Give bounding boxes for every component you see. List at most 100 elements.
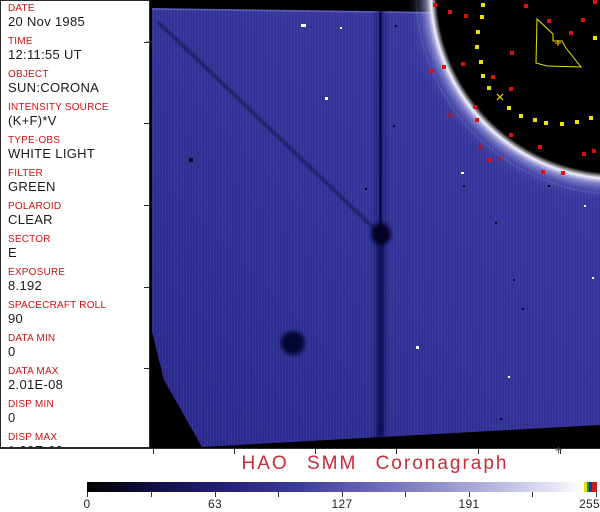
occulter-arm-blob	[371, 223, 391, 245]
left-axis-tick	[144, 368, 150, 369]
dark-speck	[463, 185, 465, 187]
red-fiducial-dot	[464, 14, 468, 18]
red-fiducial-dot	[475, 118, 479, 122]
white-speck	[416, 346, 419, 349]
red-fiducial-dot	[547, 19, 551, 23]
white-speck	[508, 376, 510, 378]
red-fiducial-dot	[509, 87, 513, 91]
dark-speck	[513, 279, 515, 281]
image-title: HAO SMM Coronagraph	[241, 453, 509, 474]
dark-speck	[500, 418, 502, 420]
dark-defect-blob	[281, 331, 305, 355]
field-value: 12:11:55 UT	[8, 47, 82, 62]
bottom-axis-tick	[560, 449, 561, 454]
coronagraph-image-canvas	[150, 0, 600, 448]
colorbar-label: 0	[83, 497, 91, 511]
field-time: TIME 12:11:55 UT	[8, 36, 147, 62]
field-value: 2.01E-08	[8, 377, 64, 392]
field-value: CLEAR	[8, 212, 53, 227]
white-speck	[592, 277, 594, 279]
bottom-axis-line	[0, 448, 600, 449]
red-fiducial-dot	[538, 145, 542, 149]
field-disp-max: DISP MAX 1.00E-08	[8, 432, 147, 447]
yellow-fiducial-dot	[481, 3, 485, 7]
pylon-shadow-diagonal	[157, 21, 382, 236]
red-fiducial-dot	[473, 105, 477, 109]
bottom-axis-tick	[396, 449, 397, 454]
field-value: 1.00E-08	[8, 443, 147, 447]
dark-speck	[393, 125, 395, 127]
field-value: 0	[8, 410, 16, 425]
red-fiducial-dot	[442, 65, 446, 69]
bottom-axis-tick	[315, 449, 316, 454]
dark-speck	[365, 188, 367, 190]
colorbar-tick	[87, 492, 88, 497]
red-fiducial-dot	[510, 51, 514, 55]
colorbar-end-stripe	[587, 482, 589, 492]
yellow-fiducial-dot	[475, 45, 479, 49]
field-label: SECTOR	[8, 234, 51, 245]
red-fiducial-dot	[593, 0, 597, 4]
field-type-obs: TYPE-OBS WHITE LIGHT	[8, 135, 147, 161]
colorbar-end-stripe	[589, 482, 592, 492]
red-fiducial-dot	[509, 133, 513, 137]
red-fiducial-dot	[582, 152, 586, 156]
intensity-colorbar	[87, 482, 597, 492]
colorbar-label: 127	[331, 497, 353, 511]
red-fiducial-dot	[561, 171, 565, 175]
field-label: DATE	[8, 3, 35, 14]
field-label: SPACECRAFT ROLL	[8, 300, 107, 311]
red-fiducial-dot	[592, 149, 596, 153]
yellow-fiducial-dot	[533, 118, 537, 122]
field-label: DISP MAX	[8, 432, 58, 443]
field-label: TIME	[8, 36, 33, 47]
yellow-fiducial-dot	[519, 114, 523, 118]
colorbar-tick	[215, 492, 216, 497]
yellow-fiducial-dot	[476, 30, 480, 34]
field-data-max: DATA MAX 2.01E-08	[8, 366, 147, 392]
dark-speck	[395, 25, 397, 27]
colorbar-tick	[405, 492, 406, 497]
field-value: 0	[8, 344, 16, 359]
colorbar-tick	[532, 492, 533, 497]
colorbar-end-stripe	[584, 482, 587, 492]
colorbar-tick	[342, 492, 343, 497]
field-sector: SECTOR E	[8, 234, 147, 260]
red-fiducial-dot	[433, 3, 437, 7]
field-data-min: DATA MIN 0	[8, 333, 147, 359]
region-outline-polygon	[535, 17, 583, 68]
field-label: FILTER	[8, 168, 43, 179]
yellow-fiducial-dot	[544, 121, 548, 125]
left-axis-tick	[144, 42, 150, 43]
left-axis-tick	[144, 287, 150, 288]
red-fiducial-dot	[541, 170, 545, 174]
red-cross-marker	[478, 144, 484, 150]
yellow-fiducial-dot	[575, 120, 579, 124]
field-value: WHITE LIGHT	[8, 146, 96, 161]
occulting-disk	[406, 0, 600, 204]
field-intensity-source: INTENSITY SOURCE (K+F)*V	[8, 102, 147, 128]
bottom-axis-tick	[478, 449, 479, 454]
red-cross-marker	[497, 156, 503, 162]
coronagraph-image	[152, 0, 600, 447]
fiducial-marker-layer	[189, 0, 597, 420]
yellow-fiducial-dot	[487, 86, 491, 90]
field-filter: FILTER GREEN	[8, 168, 147, 194]
white-speck	[461, 172, 464, 174]
yellow-x-marker	[496, 93, 504, 101]
field-spacecraft-roll: SPACECRAFT ROLL 90	[8, 300, 147, 326]
field-disp-min: DISP MIN 0	[8, 399, 147, 425]
field-value: (K+F)*V	[8, 113, 57, 128]
field-value: GREEN	[8, 179, 56, 194]
yellow-fiducial-dot	[479, 60, 483, 64]
yellow-fiducial-dot	[589, 116, 593, 120]
sun-center-crosshair: +	[145, 34, 154, 49]
colorbar-tick	[151, 492, 152, 497]
yellow-fiducial-dot	[560, 122, 564, 126]
left-axis-tick	[144, 205, 150, 206]
white-speck	[301, 24, 306, 27]
dark-speck	[495, 222, 497, 224]
colorbar-label: 191	[458, 497, 480, 511]
white-speck	[584, 205, 586, 207]
